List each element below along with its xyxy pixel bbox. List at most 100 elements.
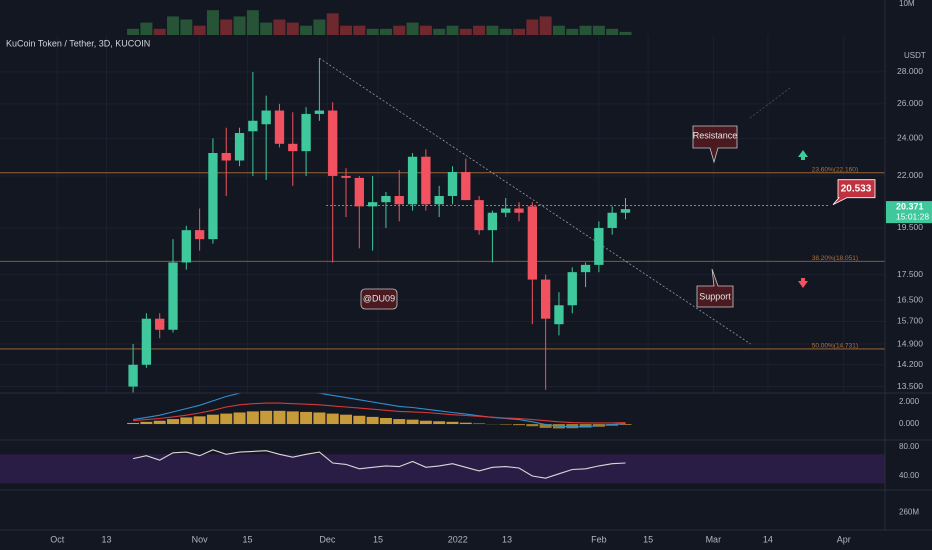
volume-bar bbox=[406, 22, 419, 35]
candle-body bbox=[527, 206, 537, 280]
volume-bar bbox=[366, 28, 379, 35]
axes: 28.000 26.000 24.000 22.000 19.500 17.500 16.5… bbox=[50, 0, 923, 544]
macd-histogram-bar bbox=[446, 421, 459, 425]
candle-body bbox=[607, 212, 617, 228]
candle-body bbox=[261, 110, 271, 125]
up-arrow bbox=[801, 157, 805, 160]
candle-body bbox=[580, 264, 591, 273]
y-tick-label: 24.000 bbox=[897, 133, 923, 143]
macd-histogram-bar bbox=[260, 410, 273, 425]
volume-bar bbox=[446, 25, 459, 35]
macd-histogram-bar bbox=[513, 424, 526, 426]
annotation: Resistance bbox=[693, 130, 738, 140]
callout-label: 20.533 bbox=[841, 183, 872, 194]
macd-histogram-bar bbox=[379, 417, 392, 425]
annotation: Support bbox=[699, 291, 731, 301]
candle-body bbox=[341, 175, 351, 178]
candle-body bbox=[367, 202, 378, 207]
y-tick-label: 22.000 bbox=[897, 170, 923, 180]
x-tick-label: 15 bbox=[373, 534, 383, 544]
volume-bar bbox=[513, 28, 526, 35]
x-tick-label: Dec bbox=[319, 534, 336, 544]
macd-histogram-bar bbox=[233, 412, 246, 425]
volume-bar bbox=[127, 28, 140, 35]
y-tick-label: 28.000 bbox=[897, 66, 923, 76]
rsi-tick-label: 40.00 bbox=[899, 471, 920, 480]
macd-histogram-bar bbox=[459, 422, 472, 425]
macd-histogram-bar bbox=[566, 424, 579, 429]
volume-bar bbox=[326, 13, 339, 35]
volume-bar bbox=[340, 25, 353, 35]
volume-bar bbox=[300, 25, 313, 35]
volume-bar bbox=[539, 16, 552, 35]
candle-body bbox=[301, 113, 311, 152]
candle-body bbox=[288, 143, 298, 152]
volume-bar bbox=[499, 28, 512, 35]
macd-histogram-bar bbox=[300, 411, 313, 425]
down-arrow bbox=[801, 278, 805, 281]
macd-tick-label: 2.000 bbox=[899, 397, 920, 406]
x-tick-label: 13 bbox=[101, 534, 111, 544]
volume-bar bbox=[273, 19, 286, 35]
macd-histogram-bar bbox=[499, 424, 512, 425]
candle-body bbox=[461, 172, 471, 201]
macd-histogram-bar bbox=[153, 420, 166, 425]
macd-histogram-bar bbox=[220, 413, 233, 425]
candle-body bbox=[594, 227, 604, 265]
up-arrow bbox=[798, 150, 808, 157]
volume-pane bbox=[127, 10, 632, 35]
candle-body bbox=[381, 195, 391, 203]
macd-histogram-bar bbox=[539, 424, 552, 428]
candle-body bbox=[248, 120, 258, 132]
bottom-tick-label: 260M bbox=[899, 508, 919, 517]
candle-body bbox=[540, 279, 551, 319]
candle-body bbox=[128, 364, 138, 387]
volume-tick-label: 10M bbox=[899, 0, 915, 8]
candle-body bbox=[234, 133, 245, 161]
macd-histogram-bar bbox=[353, 415, 366, 425]
candle-body bbox=[567, 272, 577, 306]
y-tick-label: 15.700 bbox=[897, 316, 923, 326]
candle-body bbox=[221, 153, 231, 161]
candle-body bbox=[181, 230, 191, 263]
volume-bar bbox=[206, 10, 219, 35]
x-tick-label: Mar bbox=[706, 534, 722, 544]
rsi-band bbox=[0, 454, 885, 484]
candle-body bbox=[208, 153, 218, 240]
x-tick-label: Feb bbox=[591, 534, 607, 544]
signal-line bbox=[133, 402, 626, 424]
macd-histogram-bar bbox=[167, 419, 179, 425]
macd-pane bbox=[127, 393, 632, 429]
macd-histogram-bar bbox=[180, 417, 193, 425]
rsi-line bbox=[132, 449, 626, 479]
macd-histogram-bar bbox=[140, 421, 153, 425]
currency-label: USDT bbox=[904, 51, 926, 60]
y-tick-label: 19.500 bbox=[897, 222, 923, 232]
candle-body bbox=[141, 318, 152, 365]
macd-histogram-bar bbox=[393, 419, 406, 425]
volume-bar bbox=[566, 28, 579, 35]
volume-bar bbox=[486, 25, 499, 35]
volume-bar bbox=[193, 25, 206, 35]
macd-line bbox=[133, 393, 626, 428]
macd-histogram-bar bbox=[313, 412, 326, 425]
volume-bar bbox=[473, 25, 486, 35]
macd-histogram-bar bbox=[193, 416, 206, 425]
fib-label: 38.20%(18.051) bbox=[812, 255, 858, 262]
chart-title: KuCoin Token / Tether, 3D, KUCOIN bbox=[6, 38, 150, 48]
volume-bar bbox=[153, 28, 166, 35]
rsi-tick-label: 80.00 bbox=[899, 442, 920, 451]
volume-bar bbox=[379, 28, 392, 35]
down-arrow bbox=[798, 281, 808, 288]
volume-bar bbox=[526, 19, 539, 35]
y-tick-label: 14.200 bbox=[897, 359, 923, 369]
macd-tick-label: 0.000 bbox=[899, 419, 920, 428]
candle-body bbox=[354, 177, 364, 207]
macd-histogram-bar bbox=[526, 424, 539, 427]
volume-bar bbox=[606, 28, 619, 35]
candle-body bbox=[328, 110, 338, 176]
volume-bar bbox=[459, 28, 472, 35]
y-tick-label: 14.900 bbox=[897, 338, 923, 348]
x-tick-label: 15 bbox=[243, 534, 253, 544]
